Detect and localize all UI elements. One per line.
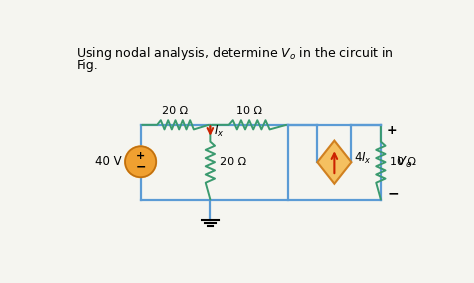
Text: −: − bbox=[136, 161, 146, 174]
Polygon shape bbox=[317, 141, 351, 184]
Text: 10 Ω: 10 Ω bbox=[236, 106, 262, 116]
Text: Using nodal analysis, determine $V_o$ in the circuit in: Using nodal analysis, determine $V_o$ in… bbox=[76, 45, 394, 62]
Text: 20 Ω: 20 Ω bbox=[219, 157, 246, 167]
Text: 40 V: 40 V bbox=[95, 155, 122, 168]
Text: 20 Ω: 20 Ω bbox=[163, 106, 189, 116]
Text: $I_x$: $I_x$ bbox=[214, 123, 225, 139]
Text: Fig.: Fig. bbox=[76, 59, 98, 72]
Text: 10 Ω: 10 Ω bbox=[390, 157, 416, 167]
Text: $4 I_x$: $4 I_x$ bbox=[354, 151, 372, 166]
Text: −: − bbox=[387, 186, 399, 200]
Text: $V_o$: $V_o$ bbox=[396, 155, 413, 170]
Text: +: + bbox=[387, 125, 398, 138]
Circle shape bbox=[125, 146, 156, 177]
Text: +: + bbox=[136, 151, 145, 161]
